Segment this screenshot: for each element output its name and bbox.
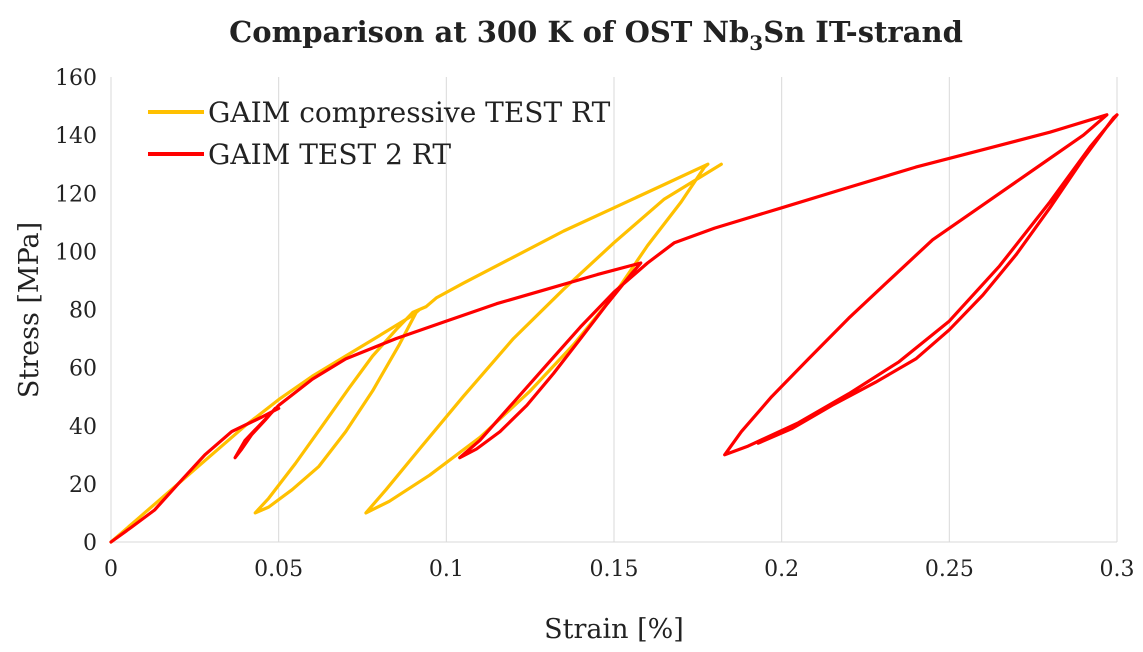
y-tick-label-2: 40	[69, 415, 97, 440]
legend-label-1: GAIM TEST 2 RT	[208, 138, 451, 171]
x-axis-label: Strain [%]	[544, 614, 684, 645]
chart-title-main: Comparison at 300 K of OST Nb	[229, 15, 749, 49]
data-series	[109, 113, 1119, 544]
x-tick-label-3: 0.15	[590, 557, 639, 582]
chart-title: Comparison at 300 K of OST Nb3Sn IT-stra…	[229, 15, 963, 55]
x-tick-label-2: 0.1	[429, 557, 464, 582]
axes	[110, 77, 1117, 543]
x-tick-label-0: 0	[104, 557, 118, 582]
series-line-1	[109, 113, 1119, 544]
grid-lines	[278, 77, 1118, 542]
y-tick-label-4: 80	[69, 299, 97, 324]
series-line-0	[109, 162, 723, 544]
legend-label-0: GAIM compressive TEST RT	[208, 96, 611, 129]
x-tick-label-4: 0.2	[764, 557, 799, 582]
y-axis-label: Stress [MPa]	[14, 222, 45, 398]
legend: GAIM compressive TEST RT GAIM TEST 2 RT	[148, 96, 611, 171]
chart-title-rest: Sn IT-strand	[763, 15, 963, 49]
y-tick-label-1: 20	[69, 473, 97, 498]
y-tick-label-6: 120	[55, 182, 97, 207]
y-tick-label-5: 100	[55, 240, 97, 265]
x-tick-label-5: 0.25	[925, 557, 974, 582]
y-tick-label-7: 140	[55, 124, 97, 149]
y-tick-label-3: 60	[69, 357, 97, 382]
x-tick-label-1: 0.05	[254, 557, 303, 582]
tick-labels: 0 0.05 0.1 0.15 0.2 0.25 0.3 0 20 40 60 80 100 120 140…	[55, 66, 1135, 582]
x-tick-label-6: 0.3	[1100, 557, 1135, 582]
y-tick-label-8: 160	[55, 66, 97, 91]
chart-title-subscript: 3	[749, 31, 763, 55]
y-tick-label-0: 0	[83, 531, 97, 556]
